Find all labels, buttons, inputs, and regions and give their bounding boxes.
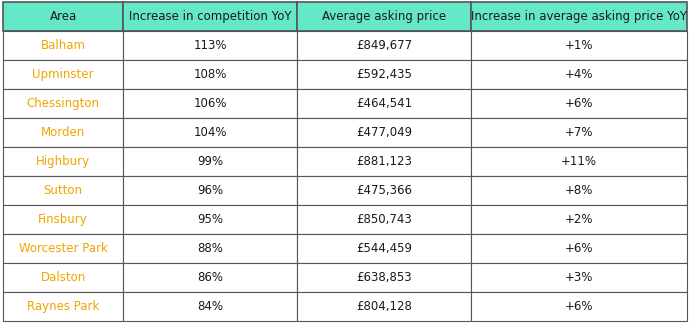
Text: £804,128: £804,128 [356,300,412,313]
Text: Highbury: Highbury [36,155,90,168]
Bar [297,2,471,31]
Bar [297,176,471,205]
Bar [297,263,471,292]
Text: £477,049: £477,049 [356,126,413,139]
Bar [3,292,123,321]
Bar [3,176,123,205]
Text: Raynes Park: Raynes Park [27,300,99,313]
Bar [123,31,297,60]
Bar [123,292,297,321]
Text: Sutton: Sutton [43,184,83,197]
Bar [297,205,471,234]
Text: 95%: 95% [197,213,223,226]
Bar [123,60,297,89]
Text: £638,853: £638,853 [357,271,412,284]
Text: +3%: +3% [565,271,593,284]
Text: +4%: +4% [564,68,593,81]
Text: 99%: 99% [197,155,223,168]
Text: +8%: +8% [565,184,593,197]
Text: +2%: +2% [564,213,593,226]
Bar [471,60,687,89]
Text: 113%: 113% [193,39,227,52]
Bar [471,176,687,205]
Text: £544,459: £544,459 [356,242,413,255]
Bar [471,263,687,292]
Bar [3,2,123,31]
Bar [123,205,297,234]
Bar [3,234,123,263]
Bar [471,2,687,31]
Text: Worcester Park: Worcester Park [19,242,108,255]
Bar [123,89,297,118]
Bar [123,2,297,31]
Bar [3,118,123,147]
Text: Area: Area [50,10,77,23]
Bar [123,176,297,205]
Text: £850,743: £850,743 [357,213,412,226]
Text: Balham: Balham [41,39,86,52]
Text: Increase in competition YoY: Increase in competition YoY [129,10,291,23]
Bar [297,118,471,147]
Text: Average asking price: Average asking price [322,10,446,23]
Bar [471,205,687,234]
Text: 86%: 86% [197,271,223,284]
Text: 106%: 106% [193,97,227,110]
Text: Chessington: Chessington [27,97,100,110]
Bar [471,89,687,118]
Bar [123,263,297,292]
Text: +7%: +7% [564,126,593,139]
Text: +6%: +6% [564,242,593,255]
Bar [3,147,123,176]
Bar [3,205,123,234]
Text: £464,541: £464,541 [356,97,413,110]
Bar [471,147,687,176]
Text: +11%: +11% [561,155,597,168]
Text: £849,677: £849,677 [356,39,413,52]
Text: Morden: Morden [41,126,86,139]
Bar [123,118,297,147]
Text: Finsbury: Finsbury [39,213,88,226]
Text: Increase in average asking price YoY: Increase in average asking price YoY [471,10,687,23]
Bar [297,147,471,176]
Bar [297,234,471,263]
Text: 96%: 96% [197,184,223,197]
Bar [471,292,687,321]
Text: Upminster: Upminster [32,68,94,81]
Text: 84%: 84% [197,300,223,313]
Text: 88%: 88% [197,242,223,255]
Bar [471,118,687,147]
Text: 108%: 108% [193,68,227,81]
Text: £881,123: £881,123 [356,155,412,168]
Text: +6%: +6% [564,97,593,110]
Bar [123,234,297,263]
Bar [471,31,687,60]
Text: Dalston: Dalston [41,271,86,284]
Bar [471,234,687,263]
Bar [3,31,123,60]
Bar [123,147,297,176]
Bar [3,60,123,89]
Text: 104%: 104% [193,126,227,139]
Bar [3,263,123,292]
Text: £592,435: £592,435 [356,68,412,81]
Bar [297,89,471,118]
Text: +1%: +1% [564,39,593,52]
Text: +6%: +6% [564,300,593,313]
Bar [3,89,123,118]
Bar [297,292,471,321]
Text: £475,366: £475,366 [356,184,413,197]
Bar [297,31,471,60]
Bar [297,60,471,89]
